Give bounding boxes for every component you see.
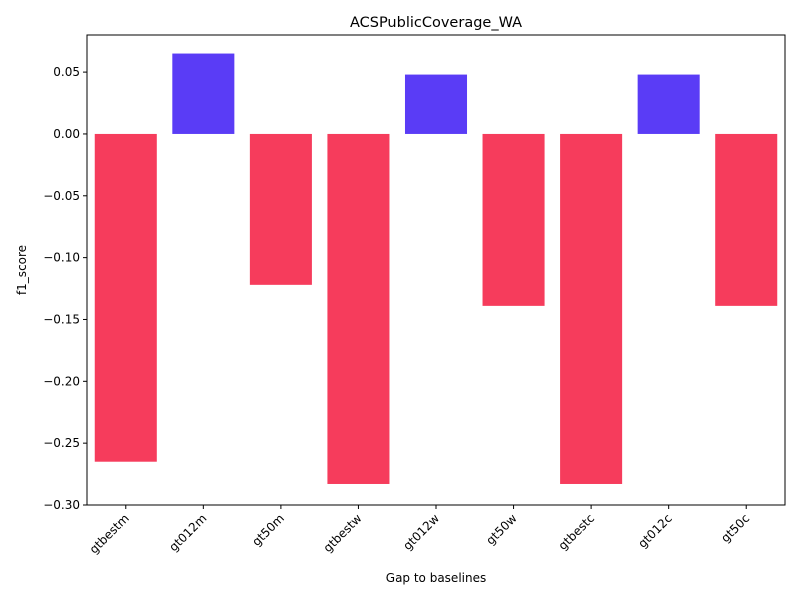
- x-tick-label: gt012w: [400, 511, 442, 553]
- bar-gtbestm: [94, 133, 157, 462]
- x-tick-label: gt50m: [249, 511, 287, 549]
- x-tick-label: gt012c: [635, 511, 674, 550]
- x-tick-label: gt012m: [166, 511, 209, 554]
- x-tick-label: gtbestw: [321, 511, 365, 555]
- bar-gtbestc: [560, 133, 623, 484]
- x-axis-title: Gap to baselines: [386, 571, 486, 585]
- x-tick-label: gt50w: [483, 511, 519, 547]
- bar-gt012w: [404, 74, 468, 134]
- bar-gt012c: [637, 74, 700, 134]
- y-axis-title: f1_score: [15, 245, 29, 295]
- x-tick-label: gtbestc: [556, 511, 598, 553]
- bar-gt50w: [482, 133, 545, 306]
- y-tick-label: −0.10: [43, 251, 80, 265]
- y-tick-label: −0.20: [43, 374, 80, 388]
- y-tick-label: −0.05: [43, 189, 80, 203]
- y-tick-label: 0.00: [53, 127, 80, 141]
- y-axis: −0.30 −0.25 −0.20 −0.15 −0.10 −0.05 0.00 0.05: [43, 65, 87, 512]
- y-tick-label: 0.05: [53, 65, 80, 79]
- bar-gt50m: [249, 133, 312, 285]
- bar-gt012m: [172, 53, 235, 134]
- x-tick-label: gt50c: [718, 511, 752, 545]
- bars-group: [94, 53, 778, 484]
- bar-gt50c: [715, 133, 778, 306]
- bar-gtbestw: [327, 133, 390, 484]
- y-tick-label: −0.30: [43, 498, 80, 512]
- y-tick-label: −0.25: [43, 436, 80, 450]
- x-axis: gtbestm gt012m gt50m gtbestw gt012w gt50w gtbe…: [87, 505, 752, 556]
- y-tick-label: −0.15: [43, 312, 80, 326]
- x-tick-label: gtbestm: [87, 511, 132, 556]
- chart-title: ACSPublicCoverage_WA: [350, 15, 522, 31]
